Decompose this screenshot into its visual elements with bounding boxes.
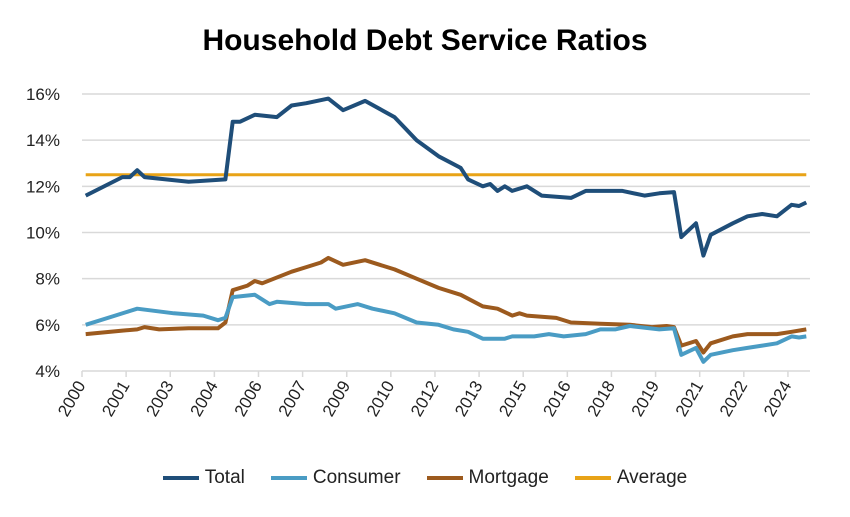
legend-swatch	[426, 476, 463, 480]
x-tick-label: 2015	[495, 378, 530, 420]
x-tick-label: 2018	[584, 378, 619, 420]
legend-label: Mortgage	[468, 467, 549, 488]
x-tick-label: 2021	[672, 378, 707, 420]
x-tick-label: 2007	[275, 378, 310, 420]
legend-item-total: Total	[162, 467, 245, 489]
x-tick-label: 2004	[186, 378, 221, 420]
x-tick-label: 2022	[716, 378, 751, 420]
legend-swatch	[574, 476, 611, 480]
y-tick-label: 10%	[26, 224, 60, 243]
x-tick-label: 2009	[319, 378, 354, 420]
y-tick-label: 16%	[26, 85, 60, 104]
x-tick-label: 2013	[451, 378, 486, 420]
legend: Total Consumer Mortgage Average	[0, 467, 850, 489]
x-tick-label: 2019	[628, 378, 663, 420]
x-tick-label: 2016	[539, 378, 574, 420]
legend-label: Total	[204, 467, 245, 488]
y-tick-label: 4%	[35, 362, 60, 381]
series-line-mortgage	[85, 255, 807, 355]
chart-title: Household Debt Service Ratios	[202, 24, 648, 57]
legend-item-mortgage: Mortgage	[426, 467, 549, 489]
y-tick-label: 14%	[26, 131, 60, 150]
legend-item-consumer: Consumer	[270, 467, 401, 489]
x-tick-label: 2001	[98, 378, 133, 420]
y-tick-label: 8%	[35, 270, 60, 289]
x-tick-label: 2003	[142, 378, 177, 420]
x-tick-label: 2024	[760, 378, 795, 420]
legend-item-average: Average	[574, 467, 688, 489]
legend-label: Consumer	[312, 467, 401, 488]
x-tick-label: 2010	[363, 378, 398, 420]
y-tick-label: 12%	[26, 177, 60, 196]
x-tick-label: 2000	[54, 378, 89, 420]
series-line-total	[84, 96, 808, 258]
legend-label: Average	[616, 467, 688, 488]
y-tick-label: 6%	[35, 316, 60, 335]
x-tick-label: 2006	[231, 378, 266, 420]
legend-swatch	[162, 476, 199, 480]
legend-swatch	[270, 476, 307, 480]
x-tick-label: 2012	[407, 378, 442, 420]
series-line-consumer	[85, 292, 807, 364]
